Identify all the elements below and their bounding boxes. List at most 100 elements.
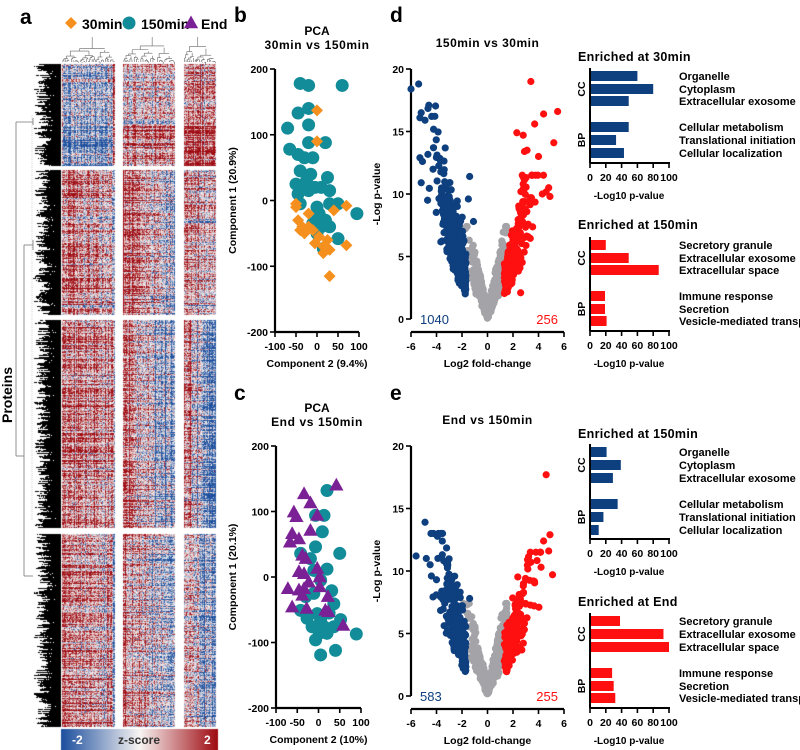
data-point (475, 664, 483, 672)
chart-title: Enriched at 150min (578, 218, 698, 232)
data-point (464, 195, 472, 203)
x-tick-label: 0 (587, 717, 593, 729)
data-point (493, 672, 502, 680)
data-point (300, 611, 314, 625)
data-point (519, 624, 527, 632)
data-point (320, 626, 334, 640)
series-End (280, 477, 351, 631)
data-point (505, 257, 513, 265)
data-point (442, 544, 451, 552)
y-tick-label: 0 (262, 196, 268, 208)
category-label: Vesicle-mediated transport (679, 316, 800, 328)
data-point (331, 232, 345, 246)
data-point (291, 531, 307, 545)
bar (591, 148, 624, 158)
data-point (310, 560, 325, 574)
category-label: Secretion (679, 681, 729, 693)
category-label: Translational initiation (679, 135, 796, 147)
down-count-label: 583 (420, 689, 442, 704)
data-point (502, 661, 510, 669)
y-tick-label: 100 (250, 130, 268, 142)
y-tick-label: -200 (247, 327, 268, 339)
data-point (444, 205, 452, 213)
data-point (537, 563, 545, 571)
bar (591, 629, 664, 639)
y-axis-label: Component 1 (20.1%) (227, 524, 239, 631)
category-label: Cellular localization (679, 525, 783, 537)
y-tick-label: 20 (392, 64, 404, 76)
x-tick-label: 100 (660, 340, 678, 352)
y-tick-label: 0 (398, 691, 404, 703)
y-tick-label: 15 (392, 127, 404, 139)
data-point (431, 112, 439, 120)
chart-subtitle: End vs 150min (271, 415, 363, 429)
data-point (300, 174, 313, 188)
data-point (438, 537, 446, 545)
series-up (500, 77, 562, 298)
data-point (312, 579, 327, 593)
bar (591, 240, 606, 250)
data-point (438, 551, 446, 559)
data-point (456, 593, 464, 602)
data-point (492, 278, 500, 286)
data-point (519, 589, 527, 597)
data-point (443, 564, 452, 572)
column-dendrogram-150min (123, 37, 175, 65)
panel-label-c: c (234, 382, 246, 405)
data-point (540, 537, 548, 545)
chart-title: PCA (304, 24, 330, 38)
x-tick-label: 60 (632, 717, 644, 729)
data-point (426, 561, 434, 569)
data-point (509, 649, 517, 657)
heatmap-ylabel: Proteins (0, 367, 15, 423)
data-point (527, 77, 535, 86)
data-point (457, 640, 466, 648)
legend: 30min 150min End (65, 15, 227, 32)
data-point (521, 599, 530, 608)
data-point (444, 626, 452, 635)
data-point (470, 655, 478, 663)
data-point (432, 576, 441, 584)
data-point (306, 224, 319, 237)
y-tick-label: 200 (251, 441, 269, 453)
y-tick-label: 5 (398, 252, 404, 264)
x-tick-label: 0 (587, 548, 593, 560)
data-point (311, 135, 323, 148)
data-point (293, 164, 307, 178)
data-point (441, 178, 449, 186)
volcano-e-chart: End vs 150min 0 5 10 15 20 -6 -4 -2 0 2 4 6 Log2 fold… (371, 413, 567, 747)
data-point (290, 201, 302, 214)
bar (591, 499, 618, 509)
category-label: Secretory granule (679, 240, 773, 252)
up-count-label: 255 (536, 689, 558, 704)
data-point (534, 171, 542, 179)
data-point (540, 110, 548, 118)
x-tick-label: 0 (485, 341, 491, 353)
data-point (422, 554, 430, 563)
y-tick-label: -200 (248, 703, 269, 715)
data-point (461, 276, 470, 284)
data-point (538, 190, 546, 198)
legend-item-30min: 30min (65, 16, 122, 32)
panel-label-a: a (20, 6, 32, 29)
data-point (421, 116, 429, 124)
bar (591, 681, 614, 691)
category-label: Translational initiation (679, 512, 796, 524)
data-point (502, 644, 510, 652)
x-tick-label: -100 (264, 341, 285, 353)
data-point (323, 270, 336, 283)
data-point (296, 486, 312, 500)
data-point (412, 552, 420, 560)
data-point (429, 144, 438, 152)
x-tick-label: 6 (561, 341, 567, 353)
data-point (309, 540, 323, 554)
x-tick-label: -50 (290, 717, 305, 729)
go-d-30min-chart: Enriched at 30min 0 20 40 60 80 100 -Log10 p-va… (576, 50, 796, 202)
data-point (462, 658, 470, 667)
data-point (516, 229, 524, 237)
chart-subtitle: 30min vs 150min (264, 38, 369, 52)
legend-label: 150min (141, 16, 189, 32)
